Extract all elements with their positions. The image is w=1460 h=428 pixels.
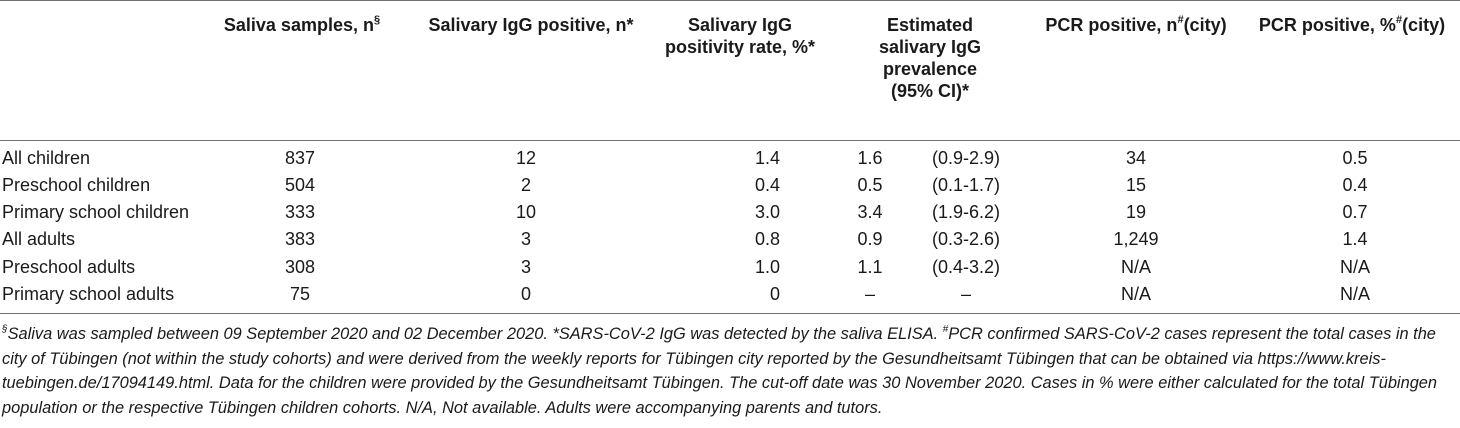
cell-samples: 504 <box>284 175 316 195</box>
cell-prevalence: 0.9 <box>857 229 883 249</box>
cell-samples: 333 <box>284 202 316 222</box>
cell-ci: (1.9-6.2) <box>931 202 1001 222</box>
cell-positivity-rate: 1.4 <box>754 148 780 168</box>
row-label: All children <box>2 148 91 168</box>
table-row: Preschool children 504 2 0.4 0.5 (0.1-1.… <box>0 172 1460 199</box>
header-bottom-rule <box>0 140 1460 141</box>
table-row: Primary school adults 75 0 0 – – N/A N/A <box>0 281 1460 308</box>
cell-pcr-n: 1,249 <box>1113 229 1159 249</box>
header-pcr-positive-n: PCR positive, n#(city) <box>1045 14 1227 36</box>
cell-igg-positive: 0 <box>520 284 531 304</box>
cell-prevalence: – <box>864 284 875 304</box>
row-label: Primary school children <box>2 202 190 222</box>
cell-igg-positive: 3 <box>520 229 531 249</box>
cell-pcr-pct: N/A <box>1339 257 1370 277</box>
cell-positivity-rate: 3.0 <box>754 202 780 222</box>
header-saliva-samples: Saliva samples, n§ <box>223 14 381 36</box>
cell-igg-positive: 10 <box>515 202 537 222</box>
cell-positivity-rate: 0.4 <box>754 175 780 195</box>
cell-igg-positive: 12 <box>515 148 537 168</box>
row-label: All adults <box>2 229 76 249</box>
cell-pcr-pct: 1.4 <box>1342 229 1368 249</box>
table-row: All children 837 12 1.4 1.6 (0.9-2.9) 34… <box>0 145 1460 172</box>
cell-igg-positive: 3 <box>520 257 531 277</box>
cell-ci: (0.4-3.2) <box>931 257 1001 277</box>
cell-igg-positive: 2 <box>520 175 531 195</box>
cell-pcr-pct: 0.5 <box>1342 148 1368 168</box>
table-row: All adults 383 3 0.8 0.9 (0.3-2.6) 1,249… <box>0 226 1460 253</box>
cell-pcr-n: 19 <box>1125 202 1147 222</box>
table-row: Primary school children 333 10 3.0 3.4 (… <box>0 199 1460 226</box>
header-estimated-prevalence: Estimated salivary IgG prevalence (95% C… <box>878 15 982 101</box>
cell-pcr-n: 34 <box>1125 148 1147 168</box>
cell-pcr-n: N/A <box>1120 284 1151 304</box>
cell-positivity-rate: 0.8 <box>754 229 780 249</box>
cell-ci: (0.9-2.9) <box>931 148 1001 168</box>
cell-pcr-n: N/A <box>1120 257 1151 277</box>
cell-samples: 383 <box>284 229 316 249</box>
row-label: Primary school adults <box>2 284 175 304</box>
header-pcr-positive-pct: PCR positive, %#(city) <box>1258 14 1446 36</box>
header-igg-positive: Salivary IgG positive, n* <box>428 15 634 35</box>
table-top-rule <box>0 0 1460 1</box>
cell-prevalence: 3.4 <box>857 202 883 222</box>
cell-ci: (0.1-1.7) <box>931 175 1001 195</box>
cell-prevalence: 1.6 <box>857 148 883 168</box>
table-bottom-rule <box>0 313 1460 314</box>
cell-prevalence: 0.5 <box>857 175 883 195</box>
table-row: Preschool adults 308 3 1.0 1.1 (0.4-3.2)… <box>0 254 1460 281</box>
cell-ci: (0.3-2.6) <box>931 229 1001 249</box>
cell-positivity-rate: 0 <box>769 284 780 304</box>
cell-pcr-n: 15 <box>1125 175 1147 195</box>
cell-ci: – <box>960 284 971 304</box>
cell-positivity-rate: 1.0 <box>754 257 780 277</box>
cell-samples: 308 <box>284 257 316 277</box>
header-positivity-rate: Salivary IgG positivity rate, %* <box>664 15 816 57</box>
cell-samples: 837 <box>284 148 316 168</box>
cell-pcr-pct: N/A <box>1339 284 1370 304</box>
row-label: Preschool adults <box>2 257 136 277</box>
table-footnote: §Saliva was sampled between 09 September… <box>2 323 1438 417</box>
cell-samples: 75 <box>289 284 311 304</box>
cell-pcr-pct: 0.4 <box>1342 175 1368 195</box>
row-label: Preschool children <box>2 175 151 195</box>
cell-prevalence: 1.1 <box>857 257 883 277</box>
cell-pcr-pct: 0.7 <box>1342 202 1368 222</box>
